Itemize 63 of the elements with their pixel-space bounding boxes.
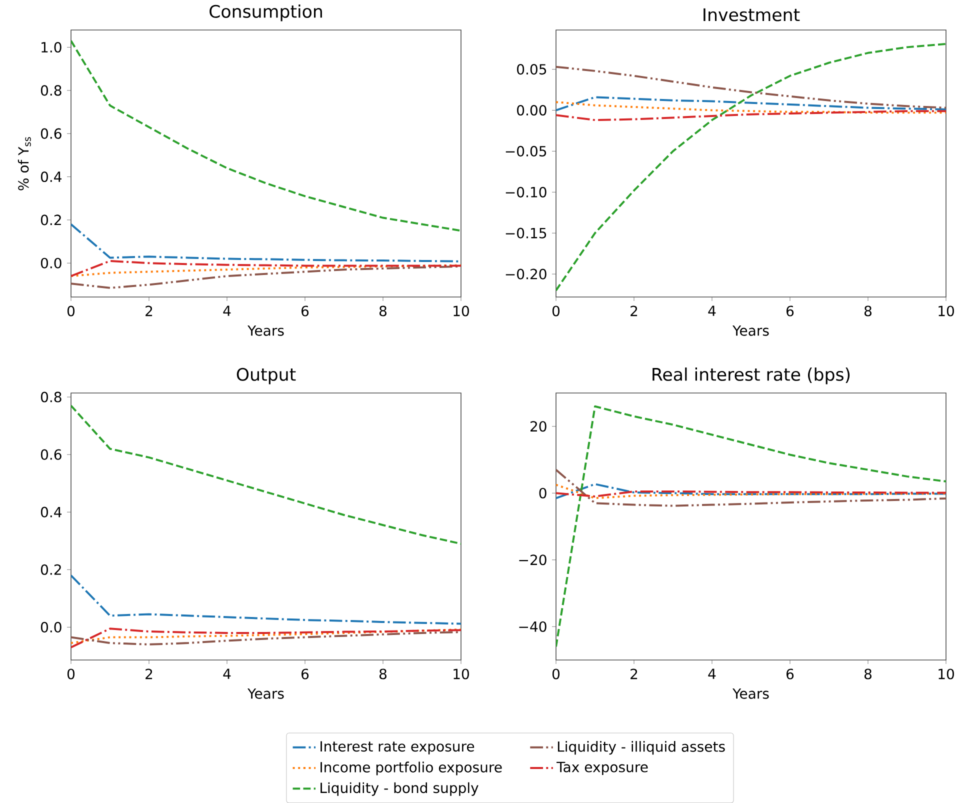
- x-tick-label: 2: [630, 306, 638, 316]
- x-tick-label: 4: [223, 668, 231, 679]
- line-series: [556, 66, 946, 109]
- x-tick-label: 2: [630, 668, 638, 679]
- y-tick-label: 0.05: [517, 64, 546, 74]
- x-axis-title: Years: [248, 325, 284, 336]
- x-tick-label: 4: [708, 306, 716, 316]
- y-tick-label: 0.8: [40, 392, 62, 402]
- x-tick-label: 6: [302, 306, 309, 316]
- x-tick-label: 4: [708, 668, 716, 679]
- y-tick-label: 0.8: [40, 85, 62, 96]
- x-tick-label: 8: [379, 306, 386, 316]
- y-tick-label: −0.10: [506, 186, 546, 198]
- y-axis-title: % of Y$_{ss}$: [18, 136, 31, 190]
- chart-title: Investment: [704, 8, 800, 22]
- x-tick-label: 6: [786, 668, 794, 680]
- y-tick-label: 0.6: [40, 449, 62, 460]
- legend-label: Liquidity - illiquid assets: [558, 740, 725, 754]
- chart-title: Real interest rate (bps): [652, 367, 850, 384]
- y-tick-label: 0.00: [517, 104, 546, 116]
- y-tick-label: 0.2: [40, 564, 61, 575]
- x-tick-label: 10: [938, 306, 954, 316]
- y-tick-label: −40: [519, 621, 546, 632]
- x-tick-label: 8: [379, 668, 386, 680]
- y-tick-label: −0.20: [506, 268, 546, 280]
- x-tick-label: 10: [454, 668, 469, 680]
- x-tick-label: 2: [146, 668, 152, 679]
- y-tick-label: 0.2: [40, 214, 61, 226]
- x-tick-label: 0: [67, 306, 75, 316]
- x-axis-title: Years: [248, 688, 284, 699]
- x-tick-label: 0: [552, 668, 560, 680]
- x-axis-title: Years: [732, 325, 769, 336]
- y-tick-label: 0.4: [40, 506, 62, 518]
- legend-label: Liquidity - bond supply: [320, 782, 478, 796]
- y-tick-label: −0.05: [506, 146, 546, 156]
- y-tick-label: −20: [519, 554, 546, 566]
- chart-title: Consumption: [210, 4, 322, 22]
- y-tick-label: 1.0: [42, 42, 62, 52]
- x-tick-label: 8: [864, 306, 872, 316]
- legend-label: Income portfolio exposure: [320, 762, 502, 776]
- x-tick-label: 4: [223, 306, 231, 316]
- x-tick-label: 6: [786, 306, 794, 316]
- x-axis-title: Years: [732, 688, 769, 699]
- x-tick-label: 0: [552, 306, 560, 316]
- x-tick-label: 2: [146, 306, 152, 316]
- legend-label: Interest rate exposure: [320, 741, 474, 754]
- y-tick-label: 0.6: [40, 128, 62, 139]
- line-series: [556, 468, 946, 507]
- x-tick-label: 6: [302, 668, 309, 680]
- x-tick-label: 0: [67, 668, 75, 680]
- x-tick-label: 8: [864, 668, 872, 680]
- y-tick-label: 0.0: [40, 622, 62, 632]
- line-series: [71, 40, 462, 232]
- y-tick-label: 0.0: [40, 258, 62, 268]
- x-tick-label: 10: [938, 668, 954, 680]
- y-tick-label: 0.4: [40, 171, 62, 182]
- y-tick-label: −0.15: [506, 228, 546, 238]
- x-tick-label: 10: [454, 306, 469, 316]
- legend-label: Tax exposure: [556, 762, 648, 775]
- y-tick-label: 0: [539, 488, 546, 498]
- chart-title: Output: [236, 368, 296, 384]
- y-tick-label: 20: [530, 420, 546, 432]
- line-series: [556, 42, 946, 292]
